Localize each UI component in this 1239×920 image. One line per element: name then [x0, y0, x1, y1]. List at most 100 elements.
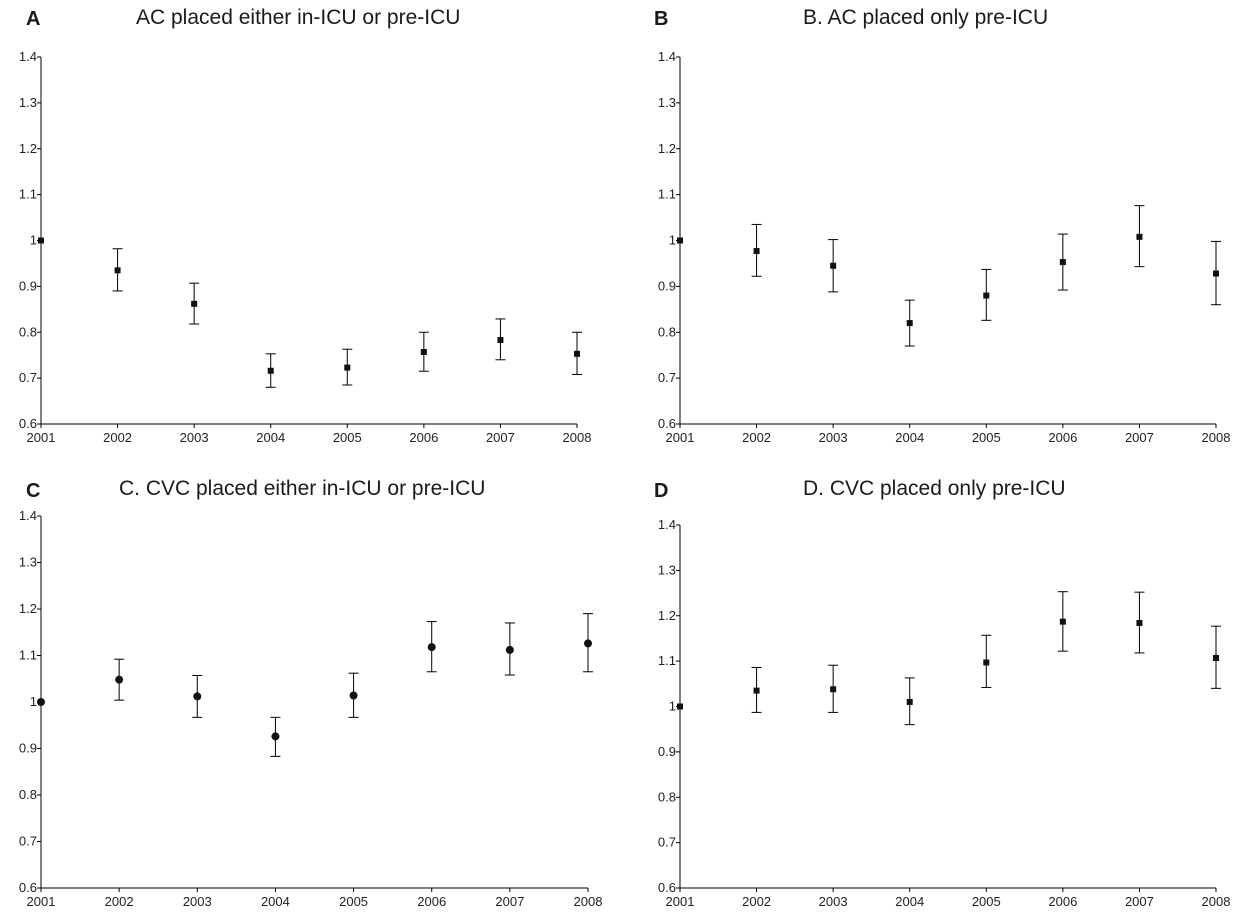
data-point	[505, 645, 514, 654]
x-tick-label: 2001	[27, 894, 56, 909]
x-tick-label: 2006	[1048, 894, 1077, 909]
data-point	[677, 703, 683, 710]
x-tick-label: 2006	[409, 430, 438, 445]
y-tick-label: 1.4	[658, 517, 676, 532]
x-tick-label: 2008	[563, 430, 592, 445]
data-point	[753, 687, 760, 694]
y-tick-label: 0.7	[19, 834, 37, 849]
y-tick-label: 0.6	[658, 416, 676, 431]
panel-letter: B	[654, 8, 669, 30]
x-tick-label: 2002	[742, 430, 771, 445]
x-tick-label: 2006	[1048, 430, 1077, 445]
y-tick-label: 1	[669, 699, 676, 714]
x-tick-label: 2002	[103, 430, 132, 445]
x-tick-label: 2007	[1125, 894, 1154, 909]
x-tick-label: 2005	[339, 894, 368, 909]
x-tick-label: 2008	[1202, 894, 1231, 909]
x-tick-label: 2004	[895, 894, 924, 909]
data-point	[1136, 620, 1143, 627]
chart-title: B. AC placed only pre-ICU	[803, 6, 1049, 29]
y-tick-label: 0.9	[19, 741, 37, 756]
x-tick-label: 2005	[333, 430, 362, 445]
y-tick-label: 1.3	[19, 95, 37, 110]
x-tick-label: 2004	[261, 894, 290, 909]
data-point	[115, 675, 124, 684]
x-tick-label: 2007	[495, 894, 524, 909]
panel-letter: D	[654, 480, 669, 502]
y-tick-label: 1.2	[658, 608, 676, 623]
data-point	[114, 267, 121, 274]
panel-letter: A	[26, 8, 41, 30]
data-point	[267, 367, 274, 374]
data-point	[906, 698, 913, 705]
data-point	[497, 337, 504, 344]
x-tick-label: 2008	[574, 894, 603, 909]
y-tick-label: 1.1	[19, 187, 37, 202]
y-tick-label: 0.8	[19, 324, 37, 339]
data-point	[830, 262, 837, 269]
data-point	[1213, 654, 1219, 661]
data-point	[349, 691, 358, 700]
x-tick-label: 2007	[486, 430, 515, 445]
chart-title: D. CVC placed only pre-ICU	[803, 477, 1066, 500]
x-tick-label: 2005	[972, 894, 1001, 909]
y-tick-label: 0.8	[658, 789, 676, 804]
data-point	[38, 237, 44, 244]
data-point	[427, 643, 436, 652]
data-point	[37, 698, 45, 706]
y-tick-label: 1.2	[19, 601, 37, 616]
data-point	[420, 348, 427, 355]
data-point	[344, 364, 351, 371]
data-point	[906, 320, 913, 327]
x-tick-label: 2008	[1202, 430, 1231, 445]
data-point	[753, 248, 760, 255]
y-tick-label: 0.9	[658, 278, 676, 293]
y-tick-label: 0.7	[658, 370, 676, 385]
data-point	[193, 692, 202, 701]
data-point	[574, 350, 580, 357]
x-tick-label: 2006	[417, 894, 446, 909]
data-point	[830, 686, 837, 693]
y-tick-label: 0.8	[19, 787, 37, 802]
chart-title: C. CVC placed either in-ICU or pre-ICU	[119, 477, 486, 500]
x-tick-label: 2003	[819, 430, 848, 445]
y-tick-label: 1.2	[658, 141, 676, 156]
y-tick-label: 1	[30, 694, 37, 709]
y-tick-label: 1	[30, 233, 37, 248]
x-tick-label: 2003	[180, 430, 209, 445]
data-point	[983, 659, 990, 666]
data-point	[677, 237, 683, 244]
data-point	[271, 732, 280, 741]
y-tick-label: 1.2	[19, 141, 37, 156]
y-tick-label: 1.4	[19, 508, 37, 523]
y-tick-label: 1	[669, 233, 676, 248]
data-point	[191, 300, 198, 307]
y-tick-label: 0.9	[19, 278, 37, 293]
x-tick-label: 2004	[895, 430, 924, 445]
y-tick-label: 1.4	[658, 49, 676, 64]
x-tick-label: 2004	[256, 430, 285, 445]
data-point	[1059, 259, 1066, 266]
x-tick-label: 2005	[972, 430, 1001, 445]
y-tick-label: 0.6	[19, 416, 37, 431]
y-tick-label: 1.3	[658, 95, 676, 110]
y-tick-label: 0.6	[658, 880, 676, 895]
y-tick-label: 1.3	[19, 555, 37, 570]
x-tick-label: 2003	[819, 894, 848, 909]
x-tick-label: 2001	[666, 894, 695, 909]
data-point	[1136, 233, 1143, 240]
x-tick-label: 2007	[1125, 430, 1154, 445]
x-tick-label: 2001	[666, 430, 695, 445]
y-tick-label: 1.1	[658, 653, 676, 668]
x-tick-label: 2001	[27, 430, 56, 445]
y-tick-label: 1.4	[19, 49, 37, 64]
chart-title: AC placed either in-ICU or pre-ICU	[136, 6, 461, 29]
y-tick-label: 1.3	[658, 562, 676, 577]
x-tick-label: 2002	[742, 894, 771, 909]
y-tick-label: 1.1	[658, 187, 676, 202]
y-tick-label: 0.9	[658, 744, 676, 759]
data-point	[584, 639, 592, 648]
y-tick-label: 0.7	[658, 835, 676, 850]
x-tick-label: 2002	[105, 894, 134, 909]
